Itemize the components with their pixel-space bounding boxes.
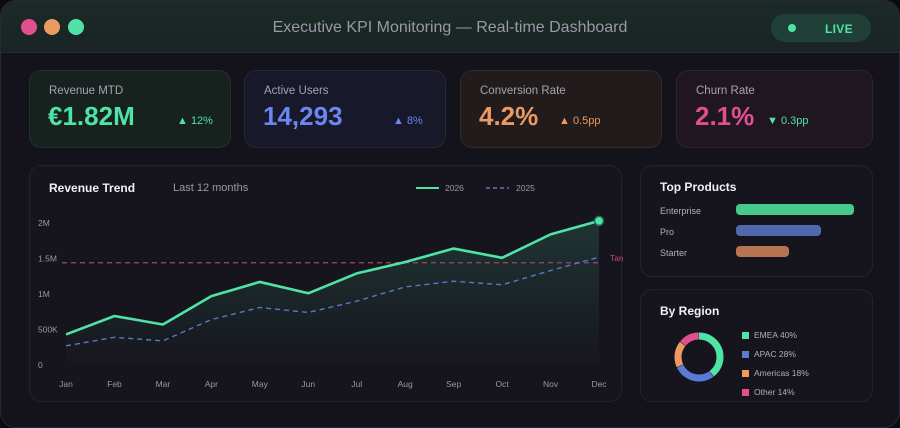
kpi-card-active-users[interactable]: Active Users 14,293 ▲ 8% xyxy=(244,70,446,148)
kpi-value: 4.2% xyxy=(479,101,539,131)
kpi-card-churn-rate[interactable]: Churn Rate 2.1% ▼ 0.3pp xyxy=(676,70,873,148)
region-panel: By Region EMEA 40% APAC 28% Americas 18%… xyxy=(640,289,873,402)
x-tick-label: Oct xyxy=(495,379,509,389)
y-tick-label: 2M xyxy=(38,218,50,228)
x-tick-label: May xyxy=(252,379,269,389)
product-label-enterprise: Enterprise xyxy=(660,206,702,216)
x-tick-label: Nov xyxy=(543,379,559,389)
donut-segment xyxy=(674,332,724,382)
kpi-value: €1.82M xyxy=(48,101,135,131)
legend-label: Americas 18% xyxy=(754,368,809,378)
product-label-starter: Starter xyxy=(660,248,688,258)
top-products-panel: Top Products Enterprise Pro Starter xyxy=(640,165,873,277)
product-bar-pro[interactable] xyxy=(736,225,821,236)
legend-label: APAC 28% xyxy=(754,349,796,359)
x-tick-label: Aug xyxy=(398,379,413,389)
revenue-trend-chart[interactable]: 0 500K 1M 1.5M 2M Jan Feb Mar Apr May Jun Jul Aug Sep… xyxy=(30,166,623,403)
legend-2026-label: 2026 xyxy=(445,183,464,193)
donut-segment xyxy=(674,332,724,382)
live-status-badge[interactable]: LIVE xyxy=(771,14,871,42)
trend-title: Revenue Trend xyxy=(49,181,136,195)
title-bar: Executive KPI Monitoring — Real-time Das… xyxy=(1,1,899,53)
kpi-value: 14,293 xyxy=(263,101,343,131)
legend-swatch xyxy=(742,350,749,358)
region-legend-americas: Americas 18% xyxy=(742,368,809,378)
kpi-label: Active Users xyxy=(264,85,329,97)
maximize-window-button[interactable] xyxy=(68,19,84,35)
live-indicator-icon xyxy=(788,24,796,32)
y-tick-label: 1.5M xyxy=(38,254,57,264)
legend-2025-label: 2025 xyxy=(516,183,535,193)
series-2026-endpoint xyxy=(593,215,605,227)
legend-swatch xyxy=(742,331,749,339)
kpi-delta: ▼ 0.3pp xyxy=(767,115,809,127)
series-2026-line xyxy=(65,219,600,336)
x-tick-label: Feb xyxy=(107,379,122,389)
x-tick-label: Jan xyxy=(59,379,73,389)
target-label: Target xyxy=(610,253,623,263)
x-tick-label: Apr xyxy=(205,379,218,389)
x-tick-label: Jul xyxy=(351,379,362,389)
legend-swatch xyxy=(742,388,749,396)
x-tick-label: Sep xyxy=(446,379,461,389)
revenue-trend-panel: 0 500K 1M 1.5M 2M Jan Feb Mar Apr May Jun Jul Aug Sep… xyxy=(29,165,623,403)
live-label: LIVE xyxy=(825,22,853,36)
region-legend-emea: EMEA 40% xyxy=(742,330,797,340)
y-tick-label: 0 xyxy=(38,360,43,370)
product-label-pro: Pro xyxy=(660,227,675,237)
kpi-label: Revenue MTD xyxy=(49,85,124,97)
legend-label: EMEA 40% xyxy=(754,330,797,340)
minimize-window-button[interactable] xyxy=(44,19,60,35)
legend-label: Other 14% xyxy=(754,387,795,397)
region-legend-apac: APAC 28% xyxy=(742,349,796,359)
window-title: Executive KPI Monitoring — Real-time Das… xyxy=(272,19,628,36)
donut-segment xyxy=(674,332,724,382)
product-bar-starter[interactable] xyxy=(736,246,790,257)
y-tick-label: 500K xyxy=(38,325,58,335)
x-tick-label: Mar xyxy=(156,379,171,389)
series-2025-line xyxy=(65,256,600,347)
kpi-card-revenue[interactable]: Revenue MTD €1.82M ▲ 12% xyxy=(29,70,231,148)
trend-subtitle: Last 12 months xyxy=(173,182,249,194)
kpi-card-conversion-rate[interactable]: Conversion Rate 4.2% ▲ 0.5pp xyxy=(460,70,662,148)
series-2026-area xyxy=(66,220,599,365)
region-donut-chart[interactable] xyxy=(641,290,874,403)
kpi-delta: ▲ 12% xyxy=(177,115,213,127)
x-tick-label: Dec xyxy=(591,379,607,389)
region-title: By Region xyxy=(660,304,720,318)
kpi-label: Churn Rate xyxy=(696,85,755,97)
close-window-button[interactable] xyxy=(21,19,37,35)
product-bar-enterprise[interactable] xyxy=(736,204,854,215)
kpi-label: Conversion Rate xyxy=(480,85,566,97)
y-tick-label: 1M xyxy=(38,289,50,299)
x-tick-label: Jun xyxy=(301,379,315,389)
region-legend-other: Other 14% xyxy=(742,387,795,397)
top-products-title: Top Products xyxy=(660,180,737,194)
kpi-value: 2.1% xyxy=(695,101,755,131)
legend-swatch xyxy=(742,369,749,377)
kpi-delta: ▲ 8% xyxy=(393,115,423,127)
kpi-delta: ▲ 0.5pp xyxy=(559,115,601,127)
